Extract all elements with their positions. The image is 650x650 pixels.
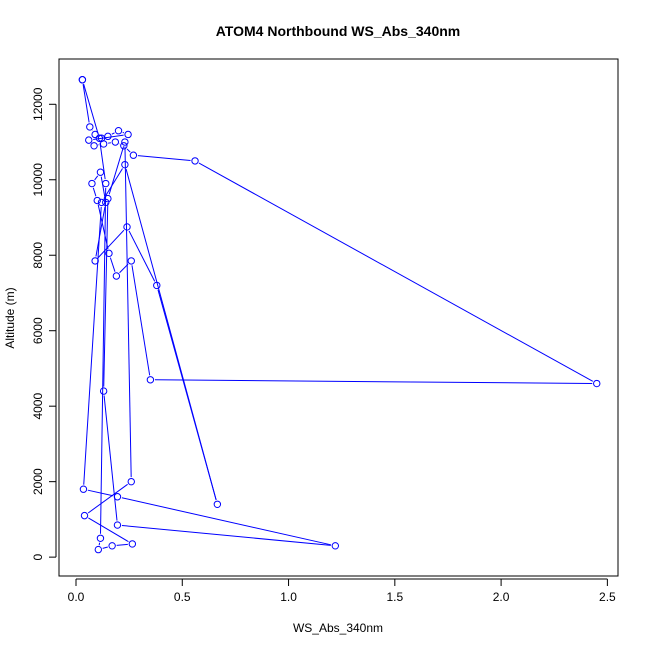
series-segment bbox=[121, 524, 331, 546]
data-point bbox=[99, 387, 108, 395]
plot-frame bbox=[58, 58, 619, 577]
data-point bbox=[96, 534, 105, 542]
data-point bbox=[102, 179, 110, 188]
data-point bbox=[153, 281, 161, 290]
y-tick-label: 6000 bbox=[31, 317, 45, 344]
series-segment bbox=[116, 543, 128, 546]
series-segment bbox=[198, 162, 594, 382]
data-point bbox=[93, 196, 101, 205]
series-segment bbox=[97, 229, 125, 258]
series-segment bbox=[131, 265, 151, 376]
data-point bbox=[123, 223, 131, 231]
data-point bbox=[593, 379, 601, 388]
y-tick-label: 12000 bbox=[31, 87, 45, 121]
series-segment bbox=[125, 168, 217, 501]
data-point bbox=[104, 194, 112, 203]
data-point bbox=[96, 168, 105, 176]
data-point bbox=[124, 130, 132, 139]
series-segment bbox=[111, 132, 115, 135]
series-segment bbox=[137, 155, 191, 161]
data-point bbox=[113, 493, 122, 501]
y-axis-label: Altitude (m) bbox=[3, 287, 17, 348]
data-point bbox=[111, 138, 120, 146]
series-segment bbox=[102, 546, 108, 549]
series-segment bbox=[88, 517, 129, 543]
data-point bbox=[331, 542, 340, 550]
data-point bbox=[97, 198, 106, 207]
series-segment bbox=[94, 175, 99, 181]
data-point bbox=[95, 134, 104, 142]
data-point bbox=[79, 485, 88, 493]
series-segment bbox=[83, 83, 99, 135]
data-point bbox=[128, 540, 137, 548]
data-point bbox=[121, 160, 129, 169]
x-tick-label: 1.5 bbox=[386, 590, 403, 604]
series-segment bbox=[128, 230, 156, 282]
data-point bbox=[121, 138, 129, 146]
data-point bbox=[127, 477, 135, 486]
series-segment bbox=[119, 263, 129, 274]
data-point bbox=[78, 76, 87, 84]
series-segment bbox=[87, 489, 114, 497]
y-tick-label: 10000 bbox=[31, 163, 45, 197]
data-point bbox=[102, 198, 110, 207]
data-point bbox=[88, 179, 96, 188]
data-point bbox=[80, 511, 89, 520]
series-segment bbox=[92, 187, 97, 197]
data-point bbox=[127, 257, 135, 265]
x-tick-label: 0.0 bbox=[68, 590, 85, 604]
x-axis-label: WS_Abs_340nm bbox=[293, 621, 383, 635]
series-segment bbox=[83, 206, 102, 485]
y-tick-label: 0 bbox=[31, 553, 45, 560]
data-point bbox=[104, 132, 112, 141]
series-lines bbox=[82, 83, 594, 549]
data-point bbox=[105, 249, 113, 258]
data-point bbox=[94, 545, 103, 554]
y-tick-label: 2000 bbox=[31, 468, 45, 495]
series-segment bbox=[154, 379, 593, 385]
chart-title: ATOM4 Northbound WS_Abs_340nm bbox=[216, 23, 461, 39]
data-point bbox=[108, 542, 116, 550]
data-point bbox=[120, 142, 128, 150]
series-segment bbox=[100, 176, 106, 199]
series-segment bbox=[103, 395, 118, 521]
series-segment bbox=[82, 84, 90, 123]
data-point bbox=[91, 130, 99, 139]
series-segment bbox=[95, 206, 106, 257]
data-point bbox=[99, 140, 108, 148]
y-tick-label: 4000 bbox=[31, 393, 45, 420]
series-segment bbox=[97, 204, 109, 250]
data-point bbox=[129, 151, 138, 159]
x-tick-label: 2.5 bbox=[599, 590, 616, 604]
data-point bbox=[146, 376, 155, 384]
series-segment bbox=[99, 142, 106, 180]
y-tick-label: 8000 bbox=[31, 242, 45, 269]
data-point bbox=[85, 136, 93, 144]
data-point bbox=[112, 272, 121, 280]
x-tick-label: 1.0 bbox=[280, 590, 297, 604]
data-point bbox=[213, 500, 222, 508]
data-point bbox=[90, 142, 98, 150]
data-point bbox=[191, 157, 199, 165]
data-point bbox=[114, 127, 123, 135]
series-segment bbox=[103, 203, 109, 387]
y-axis: 0 2000 4000 6000 8000 10000 12000 bbox=[31, 87, 57, 560]
series-segment bbox=[109, 257, 116, 272]
series-segment bbox=[108, 146, 125, 195]
series-points bbox=[78, 76, 601, 554]
data-point bbox=[91, 257, 99, 265]
x-tick-label: 2.0 bbox=[493, 590, 510, 604]
x-axis: 0.0 0.5 1.0 1.5 2.0 2.5 bbox=[68, 578, 616, 604]
series-segment bbox=[103, 168, 123, 199]
series-segment bbox=[100, 188, 107, 534]
x-tick-label: 0.5 bbox=[174, 590, 191, 604]
data-point bbox=[113, 521, 122, 529]
series-segment bbox=[121, 497, 332, 546]
series-segment bbox=[87, 483, 128, 514]
series-segment bbox=[124, 146, 132, 478]
data-point bbox=[86, 123, 94, 131]
series-segment bbox=[126, 148, 131, 153]
